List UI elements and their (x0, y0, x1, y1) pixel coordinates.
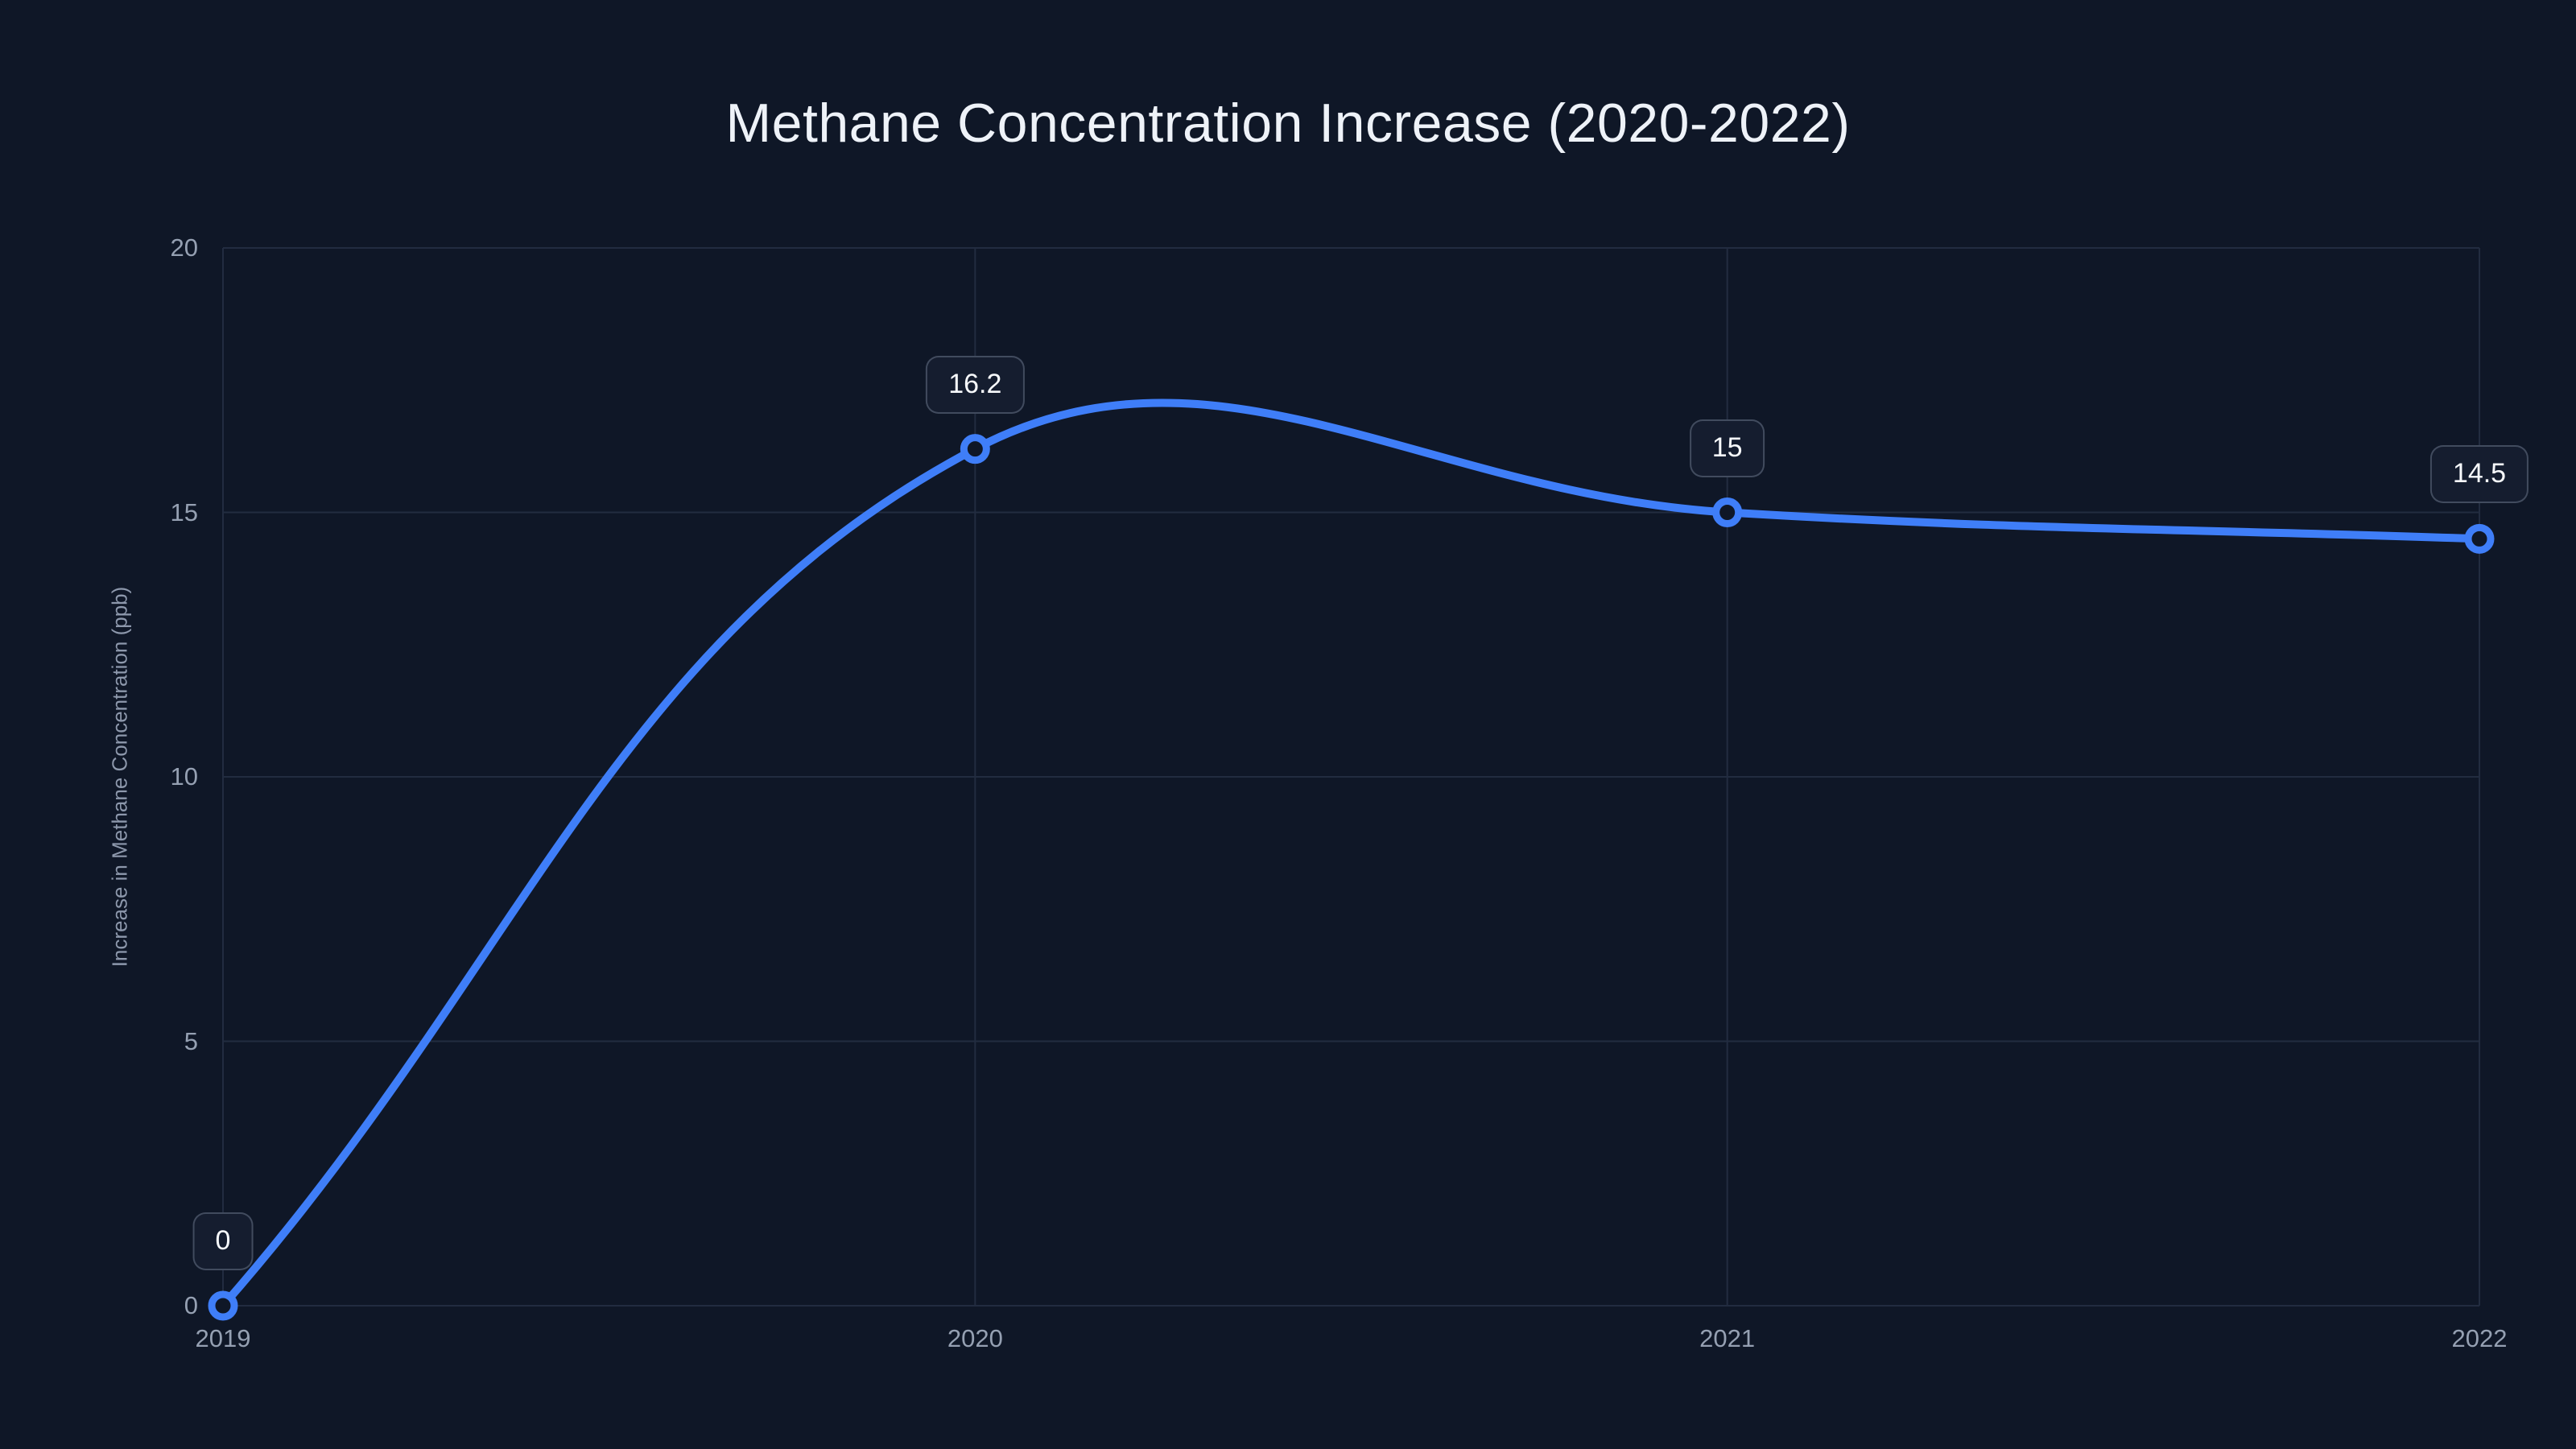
series-line (219, 398, 2483, 1310)
y-tick-label: 0 (184, 1291, 198, 1319)
data-label: 0 (192, 1212, 254, 1270)
data-label: 15 (1689, 419, 1765, 477)
y-tick-label: 10 (170, 762, 198, 791)
y-tick-label: 20 (170, 233, 198, 262)
data-label: 16.2 (926, 355, 1025, 414)
x-tick-label: 2019 (195, 1324, 251, 1352)
x-tick-label: 2022 (2451, 1324, 2508, 1352)
data-point-marker[interactable] (960, 434, 990, 464)
data-label: 14.5 (2429, 445, 2529, 504)
data-point-markers (208, 434, 2495, 1321)
data-point-marker[interactable] (208, 1290, 238, 1321)
y-tick-label: 15 (170, 497, 198, 526)
data-point-marker[interactable] (2464, 523, 2495, 554)
x-tick-label: 2020 (947, 1324, 1003, 1352)
data-point-marker[interactable] (1712, 497, 1743, 527)
y-tick-label: 5 (184, 1026, 198, 1055)
gridlines (222, 247, 2480, 1307)
x-tick-label: 2021 (1699, 1324, 1756, 1352)
chart-title: Methane Concentration Increase (2020-202… (725, 93, 1851, 154)
